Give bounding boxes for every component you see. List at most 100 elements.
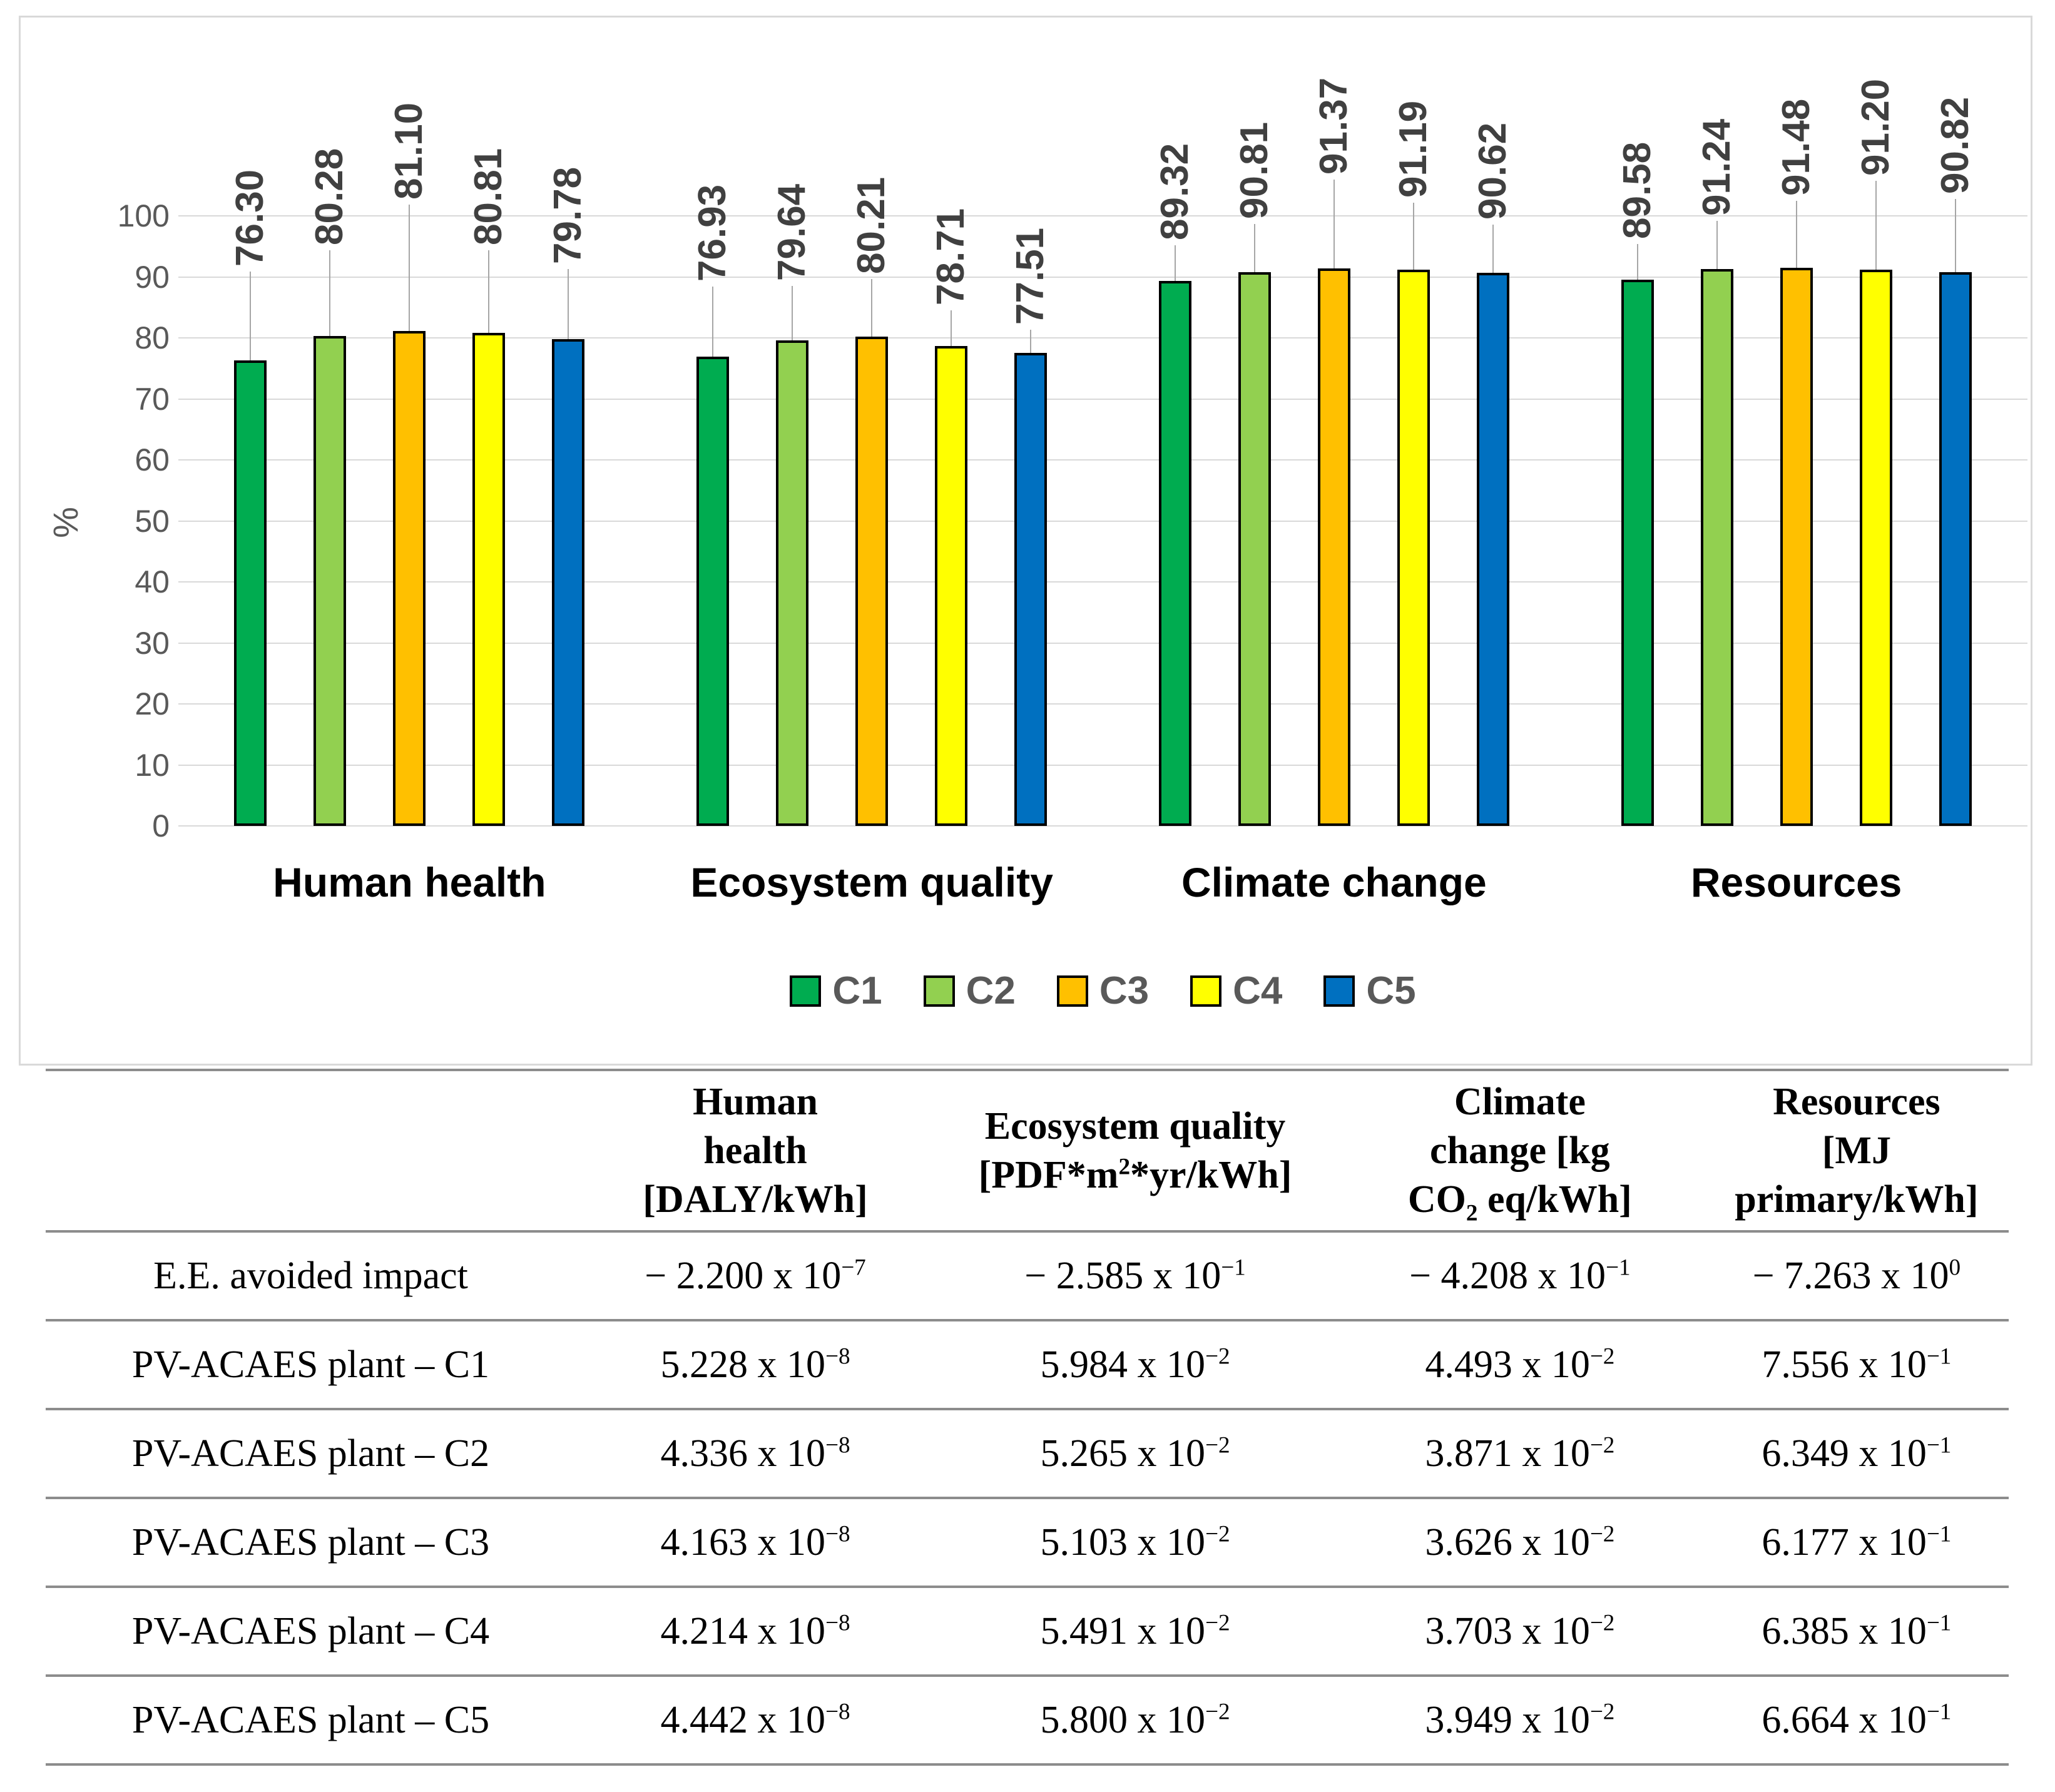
row-label-pv-acaes-plant-c2: PV-ACAES plant – C2 [131,1432,490,1475]
bar-c1-climate-change [1158,281,1191,826]
value-cell-pv-acaes-plant-c3-col3: 3.626 x 10−2 [1425,1521,1615,1564]
y-tick-label-50: 50 [135,503,170,539]
bar-c3-resources [1780,268,1813,826]
results-row-pv-acaes-plant-c3: PV-ACAES plant – C3 4.163 x 10−8 5.103 x 1… [46,1498,2009,1587]
bar-value-label-c1-human-health: 76.30 [228,169,272,267]
bar-c3-climate-change [1317,268,1350,826]
legend-swatch-c3 [1056,975,1088,1007]
legend-label-c4: C4 [1233,969,1283,1012]
legend-label-c1: C1 [832,969,882,1012]
legend-item-c1: C1 [790,969,882,1013]
results-row-pv-acaes-plant-c5: PV-ACAES plant – C5 4.442 x 10−8 5.800 x 1… [46,1676,2009,1764]
gridline-90 [178,276,2027,278]
gridline-20 [178,703,2027,705]
bar-value-label-c5-ecosystem-quality: 77.51 [1009,228,1053,325]
bar-c5-ecosystem-quality [1014,353,1048,826]
leader-line-c1-climate-change [1174,245,1176,282]
results-header-cell-human: Human health [DALY/kWh] [643,1081,868,1221]
bar-c4-climate-change [1397,269,1430,826]
value-cell-pv-acaes-plant-c1-col3: 4.493 x 10−2 [1425,1343,1615,1386]
value-cell-pv-acaes-plant-c4-col2: 5.491 x 10−2 [1040,1610,1230,1652]
value-cell-pv-acaes-plant-c3-col1: 4.163 x 10−8 [660,1521,850,1564]
legend-item-c3: C3 [1056,969,1150,1013]
bar-c5-climate-change [1476,273,1509,826]
bar-value-label-c4-ecosystem-quality: 78.71 [929,208,973,305]
legend-label-c3: C3 [1099,969,1150,1012]
leader-line-c5-ecosystem-quality [1030,330,1032,354]
y-tick-label-10: 10 [135,747,170,783]
bar-c4-resources [1859,269,1892,826]
legend-swatch-c5 [1323,975,1355,1007]
bar-c1-human-health [234,360,267,826]
row-label-pv-acaes-plant-c1: PV-ACAES plant – C1 [131,1343,490,1386]
bar-c2-climate-change [1238,272,1271,826]
leader-line-c5-climate-change [1492,225,1494,273]
leader-line-c1-resources [1636,243,1638,280]
value-cell-pv-acaes-plant-c5-col3: 3.949 x 10−2 [1425,1699,1615,1741]
results-header-cell-row-label [46,1070,576,1231]
bar-value-label-c2-resources: 91.24 [1695,119,1738,216]
leader-line-c3-climate-change [1333,180,1335,269]
y-tick-label-70: 70 [135,381,170,417]
gridline-30 [178,642,2027,644]
gridline-50 [178,520,2027,522]
value-cell-pv-acaes-plant-c3-col2: 5.103 x 10−2 [1040,1521,1230,1564]
y-tick-label-20: 20 [135,686,170,721]
bar-c2-human-health [314,336,347,826]
bar-c4-ecosystem-quality [935,345,968,826]
value-cell-pv-acaes-plant-c2-col1: 4.336 x 10−8 [660,1432,850,1475]
leader-line-c3-resources [1795,201,1797,268]
bar-value-label-c3-ecosystem-quality: 80.21 [850,176,894,274]
results-row-pv-acaes-plant-c2: PV-ACAES plant – C2 4.336 x 10−8 5.265 x 1… [46,1409,2009,1498]
bar-c5-human-health [552,339,585,826]
bar-c3-ecosystem-quality [855,336,889,826]
y-tick-label-60: 60 [135,442,170,477]
leader-line-c1-human-health [250,272,252,361]
bar-value-label-c3-climate-change: 91.37 [1312,77,1355,175]
leader-line-c2-resources [1716,221,1718,270]
gridline-0 [178,825,2027,827]
category-label-ecosystem-quality: Ecosystem quality [690,859,1053,905]
leader-line-c3-human-health [409,205,410,332]
bar-value-label-c4-human-health: 80.81 [467,148,511,246]
bar-value-label-c1-resources: 89.58 [1615,141,1659,239]
gridline-70 [178,398,2027,400]
value-cell-pv-acaes-plant-c1-col4: 7.556 x 10−1 [1762,1343,1952,1386]
bar-c2-ecosystem-quality [776,340,809,826]
value-cell-pv-acaes-plant-c4-col1: 4.214 x 10−8 [660,1610,850,1652]
gridline-60 [178,459,2027,461]
y-tick-label-100: 100 [117,198,170,233]
bar-c1-resources [1621,279,1654,826]
bar-value-label-c1-ecosystem-quality: 76.93 [691,184,735,282]
value-cell-pv-acaes-plant-c4-col4: 6.385 x 10−1 [1762,1610,1952,1652]
legend-swatch-c1 [790,975,822,1007]
bar-value-label-c1-climate-change: 89.32 [1153,143,1196,241]
row-label-pv-acaes-plant-c5: PV-ACAES plant – C5 [131,1699,490,1741]
leader-line-c2-human-health [329,250,331,337]
category-label-human-health: Human health [273,859,546,905]
bar-c4-human-health [472,333,506,826]
results-header-cell-climate: Climate change [kg CO2 eq/kWh] [1407,1081,1632,1226]
legend-swatch-c2 [923,975,955,1007]
value-cell-e-e-avoided-impact-col4: − 7.263 x 100 [1752,1255,1961,1297]
leader-line-c2-ecosystem-quality [792,285,793,340]
bar-value-label-c5-climate-change: 90.62 [1471,123,1514,220]
bar-value-label-c3-resources: 91.48 [1774,98,1818,196]
value-cell-pv-acaes-plant-c5-col4: 6.664 x 10−1 [1762,1699,1952,1741]
value-cell-pv-acaes-plant-c2-col2: 5.265 x 10−2 [1040,1432,1230,1475]
results-row-e-e-avoided-impact: E.E. avoided impact − 2.200 x 10−7 − 2.585… [46,1231,2009,1320]
leader-line-c2-climate-change [1253,223,1255,272]
value-cell-e-e-avoided-impact-col2: − 2.585 x 10−1 [1024,1255,1246,1297]
leader-line-c4-resources [1875,180,1877,270]
leader-line-c1-ecosystem-quality [712,286,714,357]
category-label-resources: Resources [1690,859,1902,905]
value-cell-pv-acaes-plant-c2-col3: 3.871 x 10−2 [1425,1432,1615,1475]
y-tick-label-0: 0 [152,808,170,843]
legend-item-c4: C4 [1190,969,1282,1013]
bar-c5-resources [1939,272,1972,826]
results-header-cell-resources: Resources [MJ primary/kWh] [1735,1081,1979,1221]
results-table: Human health [DALY/kWh] Ecosystem quality [P… [46,1069,2009,1766]
row-label-pv-acaes-plant-c4: PV-ACAES plant – C4 [131,1610,490,1652]
bar-c3-human-health [393,331,426,826]
